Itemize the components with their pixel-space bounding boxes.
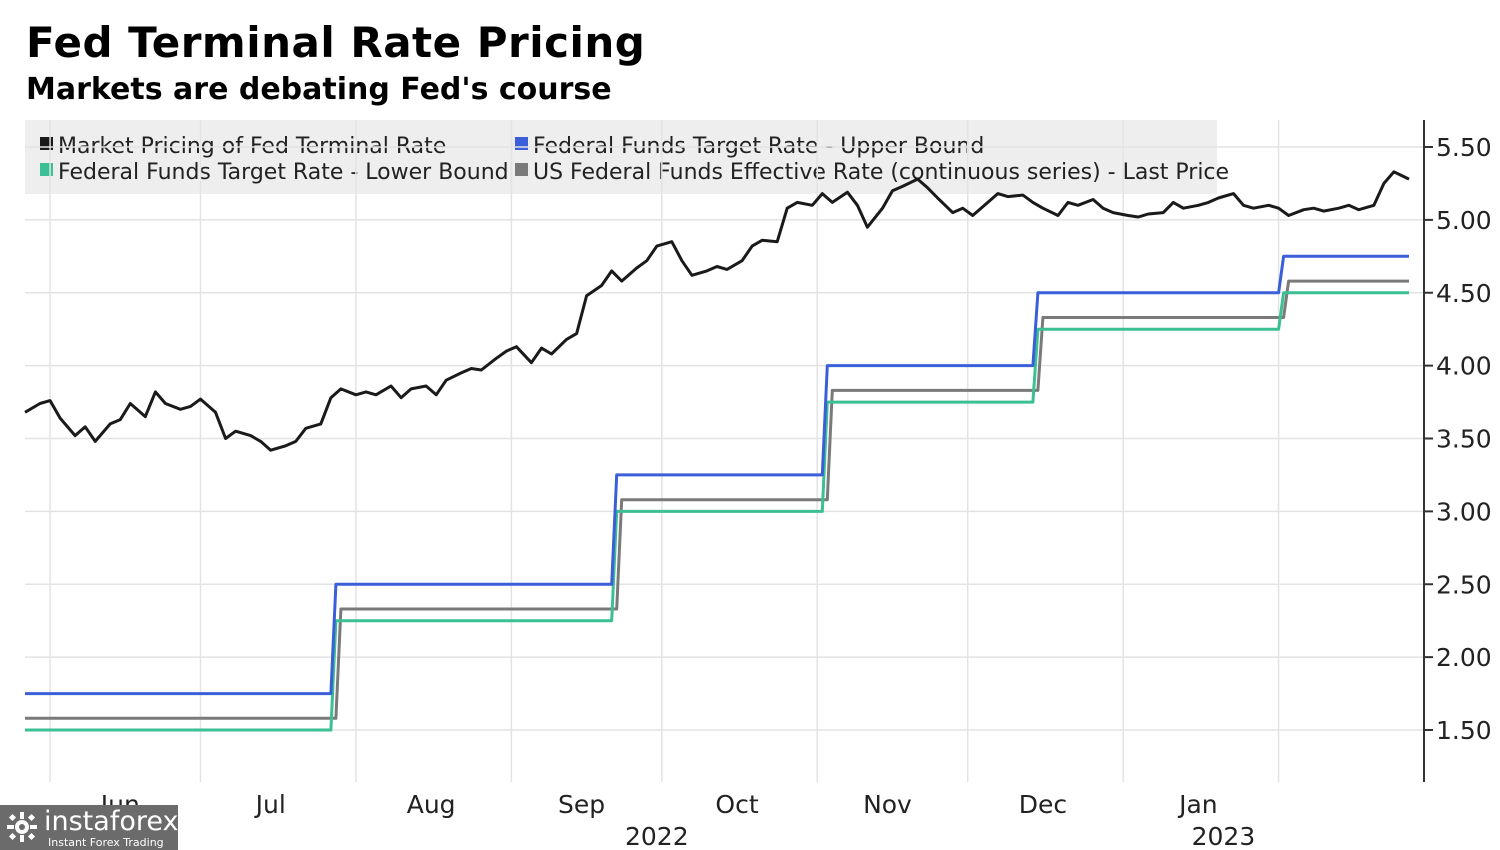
instaforex-logo-icon bbox=[7, 812, 37, 842]
x-tick-label: Dec bbox=[1019, 790, 1067, 819]
y-axis: 1.50 2.00 2.50 3.00 3.50 4.00 4.50 5.00 5.50 bbox=[1424, 133, 1492, 745]
series-line-2 bbox=[25, 291, 1409, 732]
grid bbox=[25, 120, 1424, 782]
x-year-label: 2022 bbox=[625, 822, 689, 850]
y-tick-label: 4.00 bbox=[1436, 352, 1492, 381]
y-tick-label: 5.00 bbox=[1436, 206, 1492, 235]
watermark-tagline: Instant Forex Trading bbox=[48, 836, 164, 849]
x-year-label: 2023 bbox=[1192, 822, 1256, 850]
y-tick-label: 2.00 bbox=[1436, 643, 1492, 672]
x-tick-label: Aug bbox=[407, 790, 456, 819]
legend-swatch bbox=[515, 163, 528, 176]
x-tick-label: Nov bbox=[863, 790, 912, 819]
series-group bbox=[24, 170, 1410, 732]
legend-swatch bbox=[515, 137, 528, 150]
chart-title: Fed Terminal Rate Pricing bbox=[26, 18, 646, 67]
legend-label: Federal Funds Target Rate - Lower Bound bbox=[58, 160, 509, 185]
x-tick-label: Jul bbox=[254, 790, 286, 819]
x-tick-label: Sep bbox=[558, 790, 605, 819]
legend-box bbox=[25, 120, 1217, 194]
x-tick-label: Oct bbox=[715, 790, 758, 819]
x-axis: JunJulAugSepOctNovDecJan20222023 bbox=[99, 790, 1255, 850]
y-tick-label: 2.50 bbox=[1436, 570, 1492, 599]
series-line-0 bbox=[24, 170, 1410, 452]
y-tick-label: 5.50 bbox=[1436, 133, 1492, 162]
y-tick-label: 4.50 bbox=[1436, 279, 1492, 308]
y-tick-label: 1.50 bbox=[1436, 716, 1492, 745]
watermark-name: instaforex bbox=[44, 806, 179, 837]
chart-subtitle: Markets are debating Fed's course bbox=[26, 72, 612, 107]
legend-swatch bbox=[40, 137, 53, 150]
series-line-1 bbox=[25, 254, 1409, 696]
legend-swatch bbox=[40, 163, 53, 176]
legend-label: US Federal Funds Effective Rate (continu… bbox=[533, 160, 1229, 185]
watermark: instaforex Instant Forex Trading bbox=[0, 805, 178, 850]
x-tick-label: Jan bbox=[1177, 790, 1218, 819]
y-tick-label: 3.50 bbox=[1436, 425, 1492, 454]
series-line-3 bbox=[25, 279, 1409, 720]
y-tick-label: 3.00 bbox=[1436, 497, 1492, 526]
